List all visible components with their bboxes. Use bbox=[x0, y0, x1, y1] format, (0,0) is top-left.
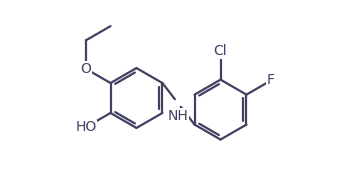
Text: O: O bbox=[80, 62, 91, 76]
Text: F: F bbox=[267, 73, 275, 87]
Text: NH: NH bbox=[167, 109, 188, 123]
Text: Cl: Cl bbox=[214, 44, 227, 58]
Text: HO: HO bbox=[75, 120, 96, 134]
